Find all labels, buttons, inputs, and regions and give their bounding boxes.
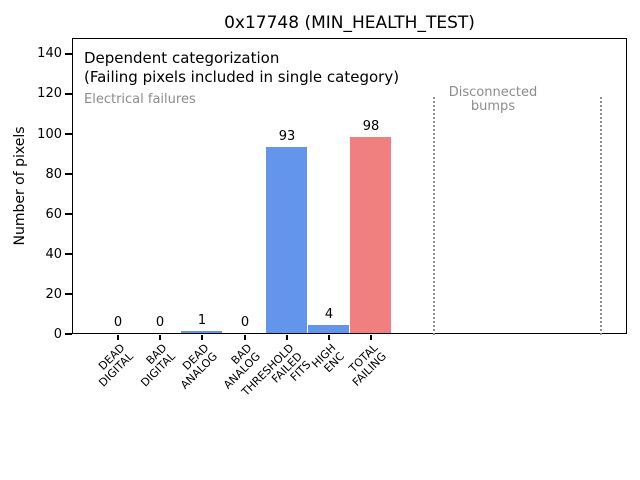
x-tick-mark (370, 335, 372, 340)
y-tick-mark (65, 333, 72, 335)
region-label-disconnected-bumps: Disconnected bumps (448, 85, 538, 114)
bar-value-label: 0 (155, 315, 165, 330)
annotation-failing-note: (Failing pixels included in single categ… (84, 68, 400, 86)
y-tick-mark (65, 213, 72, 215)
y-tick-label: 40 (45, 247, 62, 262)
y-tick-label: 20 (45, 287, 62, 302)
region-divider-line-right (600, 97, 602, 335)
bar-value-label: 98 (362, 118, 380, 134)
x-tick-mark (286, 335, 288, 340)
x-tick-label: BAD DIGITAL (138, 341, 178, 390)
y-axis-label: Number of pixels (12, 126, 28, 246)
x-tick-label: DEAD DIGITAL (96, 341, 136, 390)
region-divider-line-left (433, 97, 435, 335)
bar-dead-analog (181, 331, 222, 333)
x-tick-mark (328, 335, 330, 340)
x-tick-label: DEAD ANALOG (178, 341, 220, 392)
y-tick-mark (65, 93, 72, 95)
bar-value-label: 4 (324, 306, 334, 322)
y-tick-label: 0 (53, 327, 62, 342)
bar-value-label: 1 (197, 313, 207, 328)
y-tick-mark (65, 53, 72, 55)
bar-high-enc (308, 324, 349, 333)
x-tick-mark (117, 335, 119, 340)
x-tick-mark (159, 335, 161, 340)
bar-total-failing (350, 136, 391, 333)
bar-threshold-failed (266, 146, 307, 333)
x-tick-mark (244, 335, 246, 340)
bar-value-label: 0 (240, 315, 250, 330)
y-tick-mark (65, 293, 72, 295)
y-tick-mark (65, 133, 72, 135)
bar-value-label: 93 (278, 128, 296, 144)
y-tick-mark (65, 253, 72, 255)
y-tick-mark (65, 173, 72, 175)
x-tick-label: TOTAL FAILING (346, 341, 389, 389)
annotation-dependent-categorization: Dependent categorization (84, 49, 280, 67)
y-tick-label: 100 (37, 127, 62, 142)
y-tick-label: 60 (45, 207, 62, 222)
chart-title: 0x17748 (MIN_HEALTH_TEST) (224, 13, 475, 33)
x-tick-mark (201, 335, 203, 340)
y-tick-label: 120 (37, 86, 62, 101)
y-tick-label: 140 (37, 46, 62, 61)
bar-value-label: 0 (113, 315, 123, 330)
y-tick-label: 80 (45, 167, 62, 182)
plot-area: 0 0 1 0 93 4 98 Dependent categorization… (72, 38, 627, 335)
x-tick-label: HIGH ENC (309, 341, 347, 376)
region-label-electrical-failures: Electrical failures (84, 92, 196, 107)
